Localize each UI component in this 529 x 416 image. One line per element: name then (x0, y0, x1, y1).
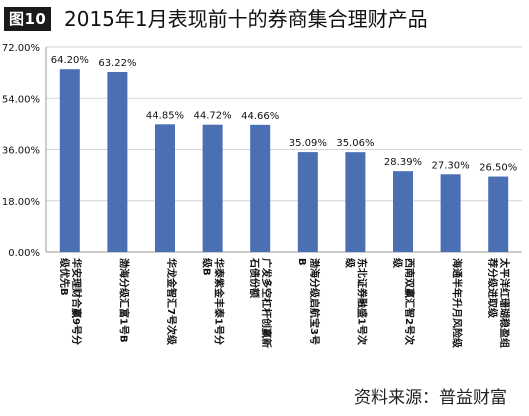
chart-title: 2015年1月表现前十的券商集合理财产品 (64, 7, 428, 31)
data-label: 44.66% (241, 111, 279, 122)
category-label: 荐分级进取级 (486, 257, 499, 319)
category-label: 东北证券融盛1号次 (355, 258, 368, 345)
category-label: 级B (201, 257, 214, 276)
data-label: 35.06% (336, 138, 374, 149)
data-label: 64.20% (51, 55, 89, 66)
category-label: 级 (343, 257, 356, 269)
bar (440, 174, 461, 252)
bar (488, 176, 509, 252)
bar (250, 124, 271, 252)
category-label: 华安理财合赢9号分 (70, 258, 83, 345)
figure-number-badge: 图10 (4, 7, 52, 31)
y-tick-label: 0.00% (8, 248, 40, 259)
category-label: 级 (391, 257, 404, 269)
category-label: 华泰紫金丰泰1号分 (213, 258, 226, 345)
bar (107, 71, 128, 252)
source-note: 资料来源：普益财富 (354, 388, 507, 408)
bar (297, 152, 318, 252)
bar (345, 152, 366, 252)
y-tick-label: 36.00% (2, 146, 40, 157)
category-label: 级优先B (58, 257, 71, 296)
category-label: 华龙金智汇7号次级 (165, 258, 178, 346)
data-label: 35.09% (289, 138, 327, 149)
category-label: B (296, 258, 307, 266)
category-label: 渤海分级汇富1号B (117, 258, 130, 343)
y-tick-label: 54.00% (2, 94, 40, 105)
category-label: 广发多空杠杆创赢新 (260, 258, 273, 348)
bar (202, 124, 223, 252)
data-label: 27.30% (432, 160, 470, 171)
data-label: 26.50% (479, 163, 517, 174)
data-label: 44.85% (146, 110, 184, 121)
category-label: 石债份额 (248, 257, 261, 298)
y-tick-label: 72.00% (2, 43, 40, 54)
data-label: 44.72% (194, 111, 232, 122)
category-label: 渤海分级启航宝3号 (308, 258, 321, 345)
data-label: 63.22% (98, 58, 136, 69)
bar (155, 124, 175, 252)
category-label: 西南双赢汇智2号次 (403, 258, 416, 345)
bar (59, 69, 80, 252)
y-tick-label: 18.00% (2, 197, 40, 208)
figure-header: 图10 2015年1月表现前十的券商集合理财产品 (0, 0, 529, 36)
category-label: 太平洋红珊瑚稳盈组 (498, 257, 511, 348)
bar (393, 171, 413, 252)
category-label: 海通半年升月风险级 (451, 258, 464, 349)
data-label: 28.39% (384, 157, 422, 168)
